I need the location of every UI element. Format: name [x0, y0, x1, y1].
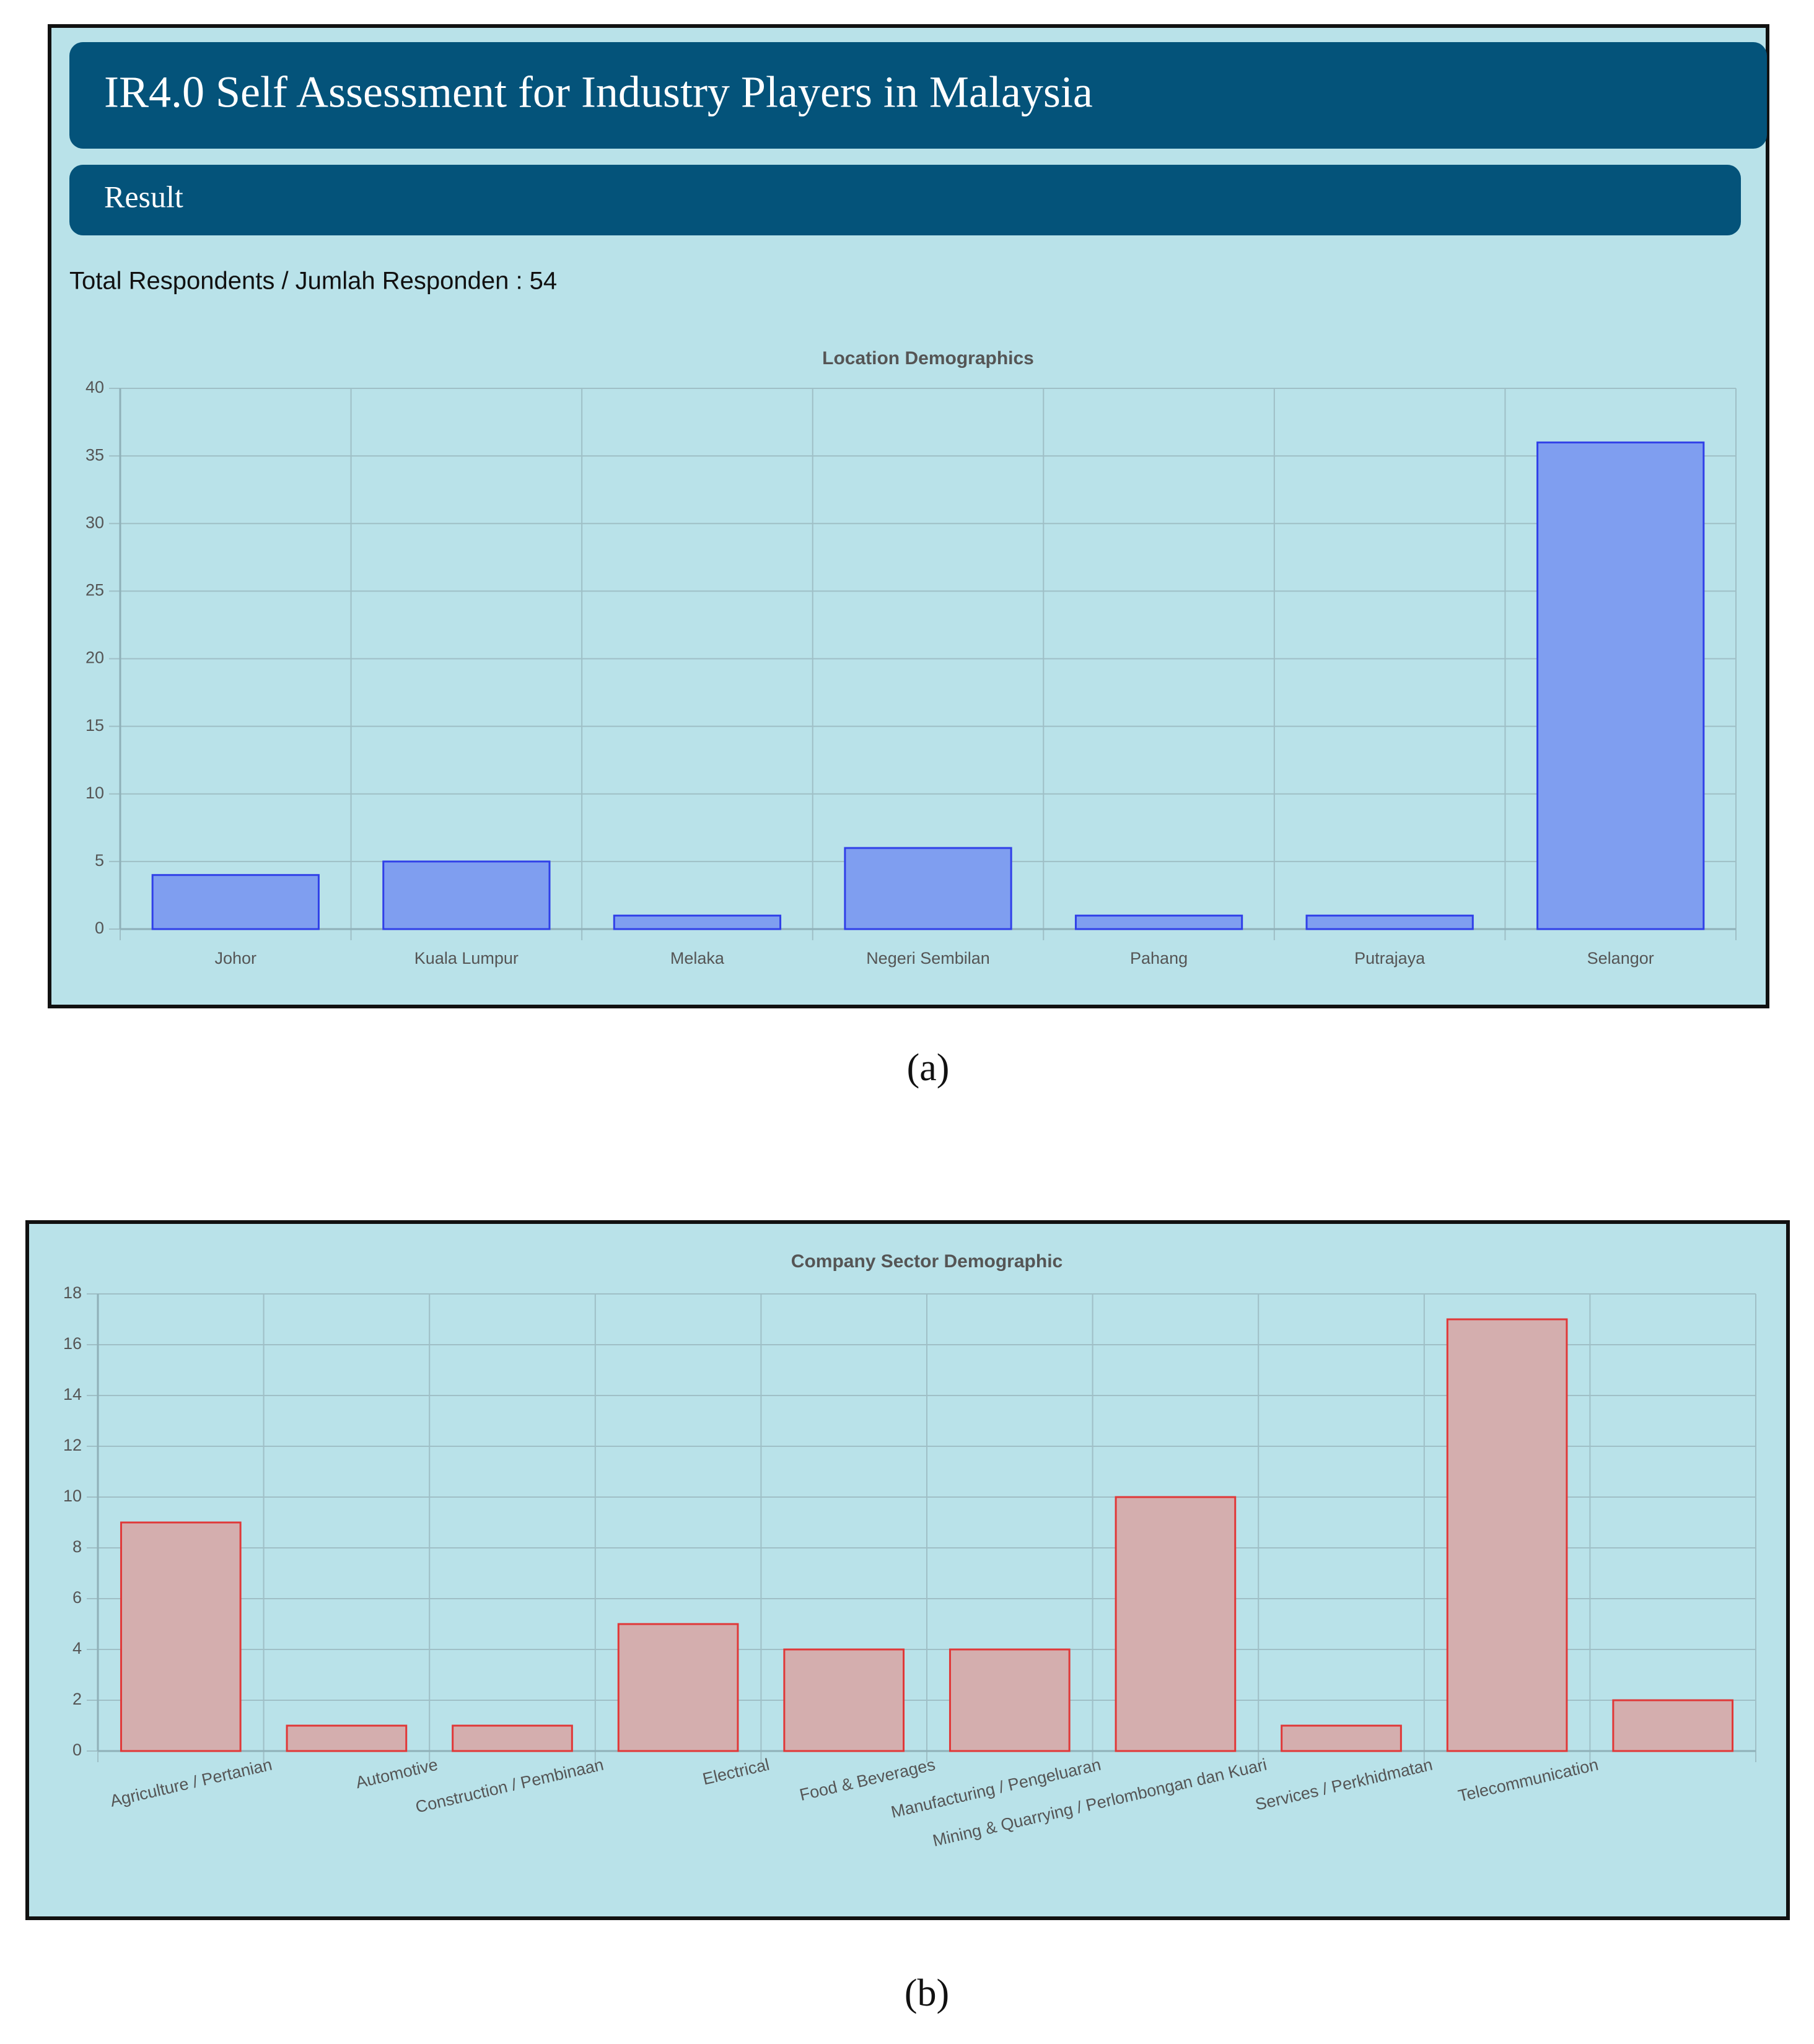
y-tick-label: 16: [63, 1334, 82, 1353]
bar: [452, 1724, 573, 1752]
bar: [844, 847, 1012, 930]
summary: Total Respondents / Jumlah Responden : 5…: [69, 268, 557, 295]
bar: [382, 860, 551, 930]
y-tick-label: 14: [63, 1385, 82, 1404]
y-tick-label: 0: [72, 1740, 82, 1759]
x-tick-label: Negeri Sembilan: [866, 949, 990, 967]
bar: [1305, 914, 1474, 930]
y-tick-label: 5: [95, 851, 104, 870]
y-tick-label: 40: [85, 378, 104, 396]
bar: [1074, 914, 1243, 930]
y-tick-label: 4: [72, 1639, 82, 1657]
x-tick-label: Pahang: [1130, 949, 1188, 967]
y-tick-label: 12: [63, 1436, 82, 1454]
bar: [1536, 441, 1705, 930]
y-tick-label: 10: [63, 1487, 82, 1505]
y-tick-label: 18: [63, 1283, 82, 1302]
section-bar: [69, 165, 1741, 235]
y-tick-label: 8: [72, 1537, 82, 1556]
chart-title: Company Sector Demographic: [791, 1251, 1063, 1272]
bar: [949, 1648, 1071, 1752]
x-tick-label: Selangor: [1587, 949, 1654, 967]
x-tick-label: Melaka: [670, 949, 725, 967]
x-tick-label: Putrajaya: [1354, 949, 1426, 967]
x-tick-label: Johor: [215, 949, 257, 967]
y-tick-label: 0: [95, 919, 104, 937]
bar: [617, 1623, 739, 1752]
x-tick-label: Kuala Lumpur: [414, 949, 519, 967]
y-tick-label: 6: [72, 1588, 82, 1607]
y-tick-label: 35: [85, 445, 104, 464]
chart-title: Location Demographics: [822, 348, 1034, 369]
bar: [1115, 1496, 1237, 1752]
y-tick-label: 25: [85, 581, 104, 600]
caption: (a): [907, 1047, 950, 1089]
header-title: IR4.0 Self Assessment for Industry Playe…: [104, 68, 1093, 117]
bar: [1612, 1699, 1734, 1752]
caption: (b): [905, 1972, 949, 2014]
bar: [120, 1521, 242, 1752]
y-tick-label: 10: [85, 784, 104, 802]
bar: [613, 914, 782, 930]
bar: [1281, 1724, 1402, 1752]
y-tick-label: 2: [72, 1690, 82, 1708]
header-bar: [69, 42, 1767, 149]
y-tick-label: 15: [85, 716, 104, 735]
bar: [783, 1648, 905, 1752]
y-tick-label: 30: [85, 513, 104, 531]
bar: [151, 874, 320, 930]
section-title: Result: [104, 179, 183, 214]
bar: [1446, 1318, 1568, 1752]
y-tick-label: 20: [85, 649, 104, 667]
bar: [286, 1724, 408, 1752]
